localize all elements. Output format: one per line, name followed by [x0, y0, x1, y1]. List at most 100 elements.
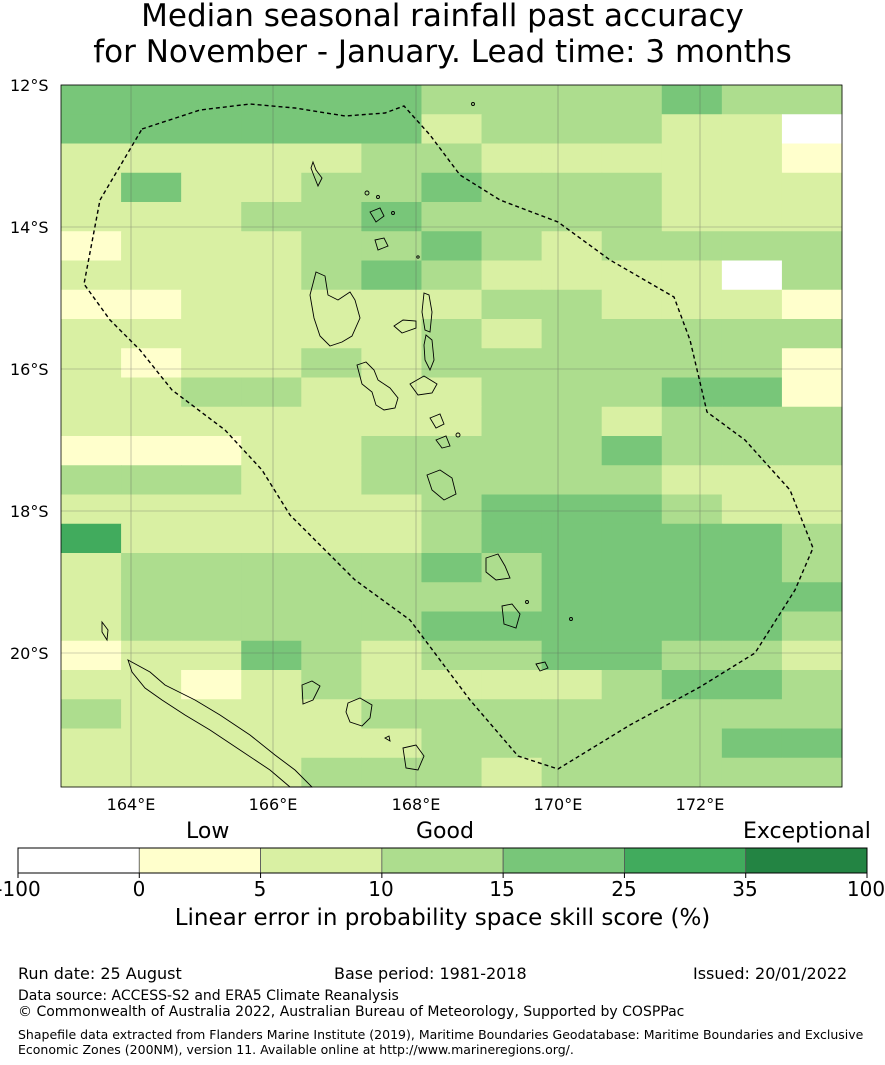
- island-epi: [429, 413, 445, 429]
- legend-category-low: Low: [186, 819, 230, 844]
- grid-cell: [541, 231, 603, 261]
- grid-cell: [301, 465, 362, 495]
- grid-cell: [721, 85, 783, 115]
- grid-cell: [481, 143, 543, 174]
- grid-cell: [781, 260, 843, 291]
- grid-cell: [241, 289, 302, 320]
- lon-label-172e: 172°E: [675, 795, 725, 814]
- grid-cell: [301, 523, 362, 554]
- graticule: [61, 84, 842, 787]
- grid-cell: [661, 348, 723, 378]
- grid-cell: [181, 85, 242, 115]
- grid-cell: [721, 319, 783, 349]
- grid-cell: [61, 494, 122, 525]
- grid-cell: [781, 436, 843, 466]
- grid-cell: [181, 640, 242, 671]
- grid-cell: [181, 114, 242, 144]
- islet-4: [416, 255, 420, 259]
- map-frame: [60, 84, 843, 788]
- grid-cell: [661, 406, 723, 437]
- grid-cell: [661, 553, 723, 583]
- grid-cell: [61, 523, 122, 554]
- grid-cell: [541, 494, 603, 525]
- grid-cell: [361, 114, 422, 144]
- grid-cell: [781, 114, 843, 144]
- grid-cell: [601, 523, 663, 554]
- grid-cell: [721, 465, 783, 495]
- grid-cell: [61, 611, 122, 642]
- grid-cell: [601, 319, 663, 349]
- grid-cell: [601, 553, 663, 583]
- grid-cell: [781, 465, 843, 495]
- grid-cell: [361, 670, 422, 700]
- grid-cell: [61, 114, 122, 144]
- grid-cell: [481, 757, 543, 788]
- grid-cell: [481, 348, 543, 378]
- island-banks-2: [369, 207, 385, 223]
- islet-2: [391, 211, 395, 215]
- grid-cell: [121, 494, 182, 525]
- grid-cell: [661, 85, 723, 115]
- grid-cell: [181, 143, 242, 174]
- colorbar-title: Linear error in probability space skill …: [174, 905, 711, 931]
- grid-cell: [301, 377, 362, 408]
- grid-cell: [781, 553, 843, 583]
- grid-cell: [721, 406, 783, 437]
- grid-cell: [721, 377, 783, 408]
- grid-cell: [241, 143, 302, 174]
- island-pentecost: [423, 334, 435, 372]
- grid-cell: [541, 699, 603, 729]
- grid-cell: [121, 728, 182, 759]
- grid-cell: [781, 757, 843, 788]
- grid-cell: [421, 260, 483, 291]
- grid-cell: [301, 728, 362, 759]
- grid-cell: [241, 377, 302, 408]
- colorbar-segment: [381, 847, 504, 874]
- grid-cell: [301, 553, 362, 583]
- grid-cell: [301, 611, 362, 642]
- grid-cell: [361, 348, 422, 378]
- grid-cell: [781, 728, 843, 759]
- grid-cell: [61, 553, 122, 583]
- grid-cell: [61, 348, 122, 378]
- grid-cell: [121, 377, 182, 408]
- grid-cell: [721, 670, 783, 700]
- grid-cell: [661, 114, 723, 144]
- grid-cell: [361, 231, 422, 261]
- grid-cell: [241, 260, 302, 291]
- grid-cell: [721, 728, 783, 759]
- grid-cell: [601, 172, 663, 203]
- grid-cell: [541, 670, 603, 700]
- legend-tick: 5: [253, 877, 267, 901]
- grid-cell: [541, 465, 603, 495]
- lat-label-12s: 12°S: [10, 76, 49, 95]
- grid-cell: [481, 260, 543, 291]
- grid-cell: [181, 728, 242, 759]
- grid-cell: [541, 289, 603, 320]
- grid-cell: [601, 114, 663, 144]
- grid-cell: [421, 348, 483, 378]
- grid-cell: [481, 553, 543, 583]
- grid-cell: [661, 494, 723, 525]
- grid-cell: [61, 85, 122, 115]
- grid-cell: [601, 611, 663, 642]
- grid-cell: [241, 465, 302, 495]
- grid-cell: [541, 377, 603, 408]
- grid-cell: [241, 319, 302, 349]
- grid-cell: [481, 670, 543, 700]
- lon-label-166e: 166°E: [248, 795, 298, 814]
- island-banks-3: [374, 237, 389, 251]
- grid-cell: [721, 231, 783, 261]
- grid-cell: [241, 406, 302, 437]
- grid-cell: [481, 114, 543, 144]
- legend-tick: 25: [611, 877, 637, 901]
- grid-cell: [541, 319, 603, 349]
- grid-cell: [421, 523, 483, 554]
- island-belep: [101, 620, 109, 642]
- island-espiritu-santo: [309, 271, 361, 347]
- grid-cell: [481, 231, 543, 261]
- grid-cell: [361, 582, 422, 612]
- grid-cell: [421, 319, 483, 349]
- grid-cell: [241, 436, 302, 466]
